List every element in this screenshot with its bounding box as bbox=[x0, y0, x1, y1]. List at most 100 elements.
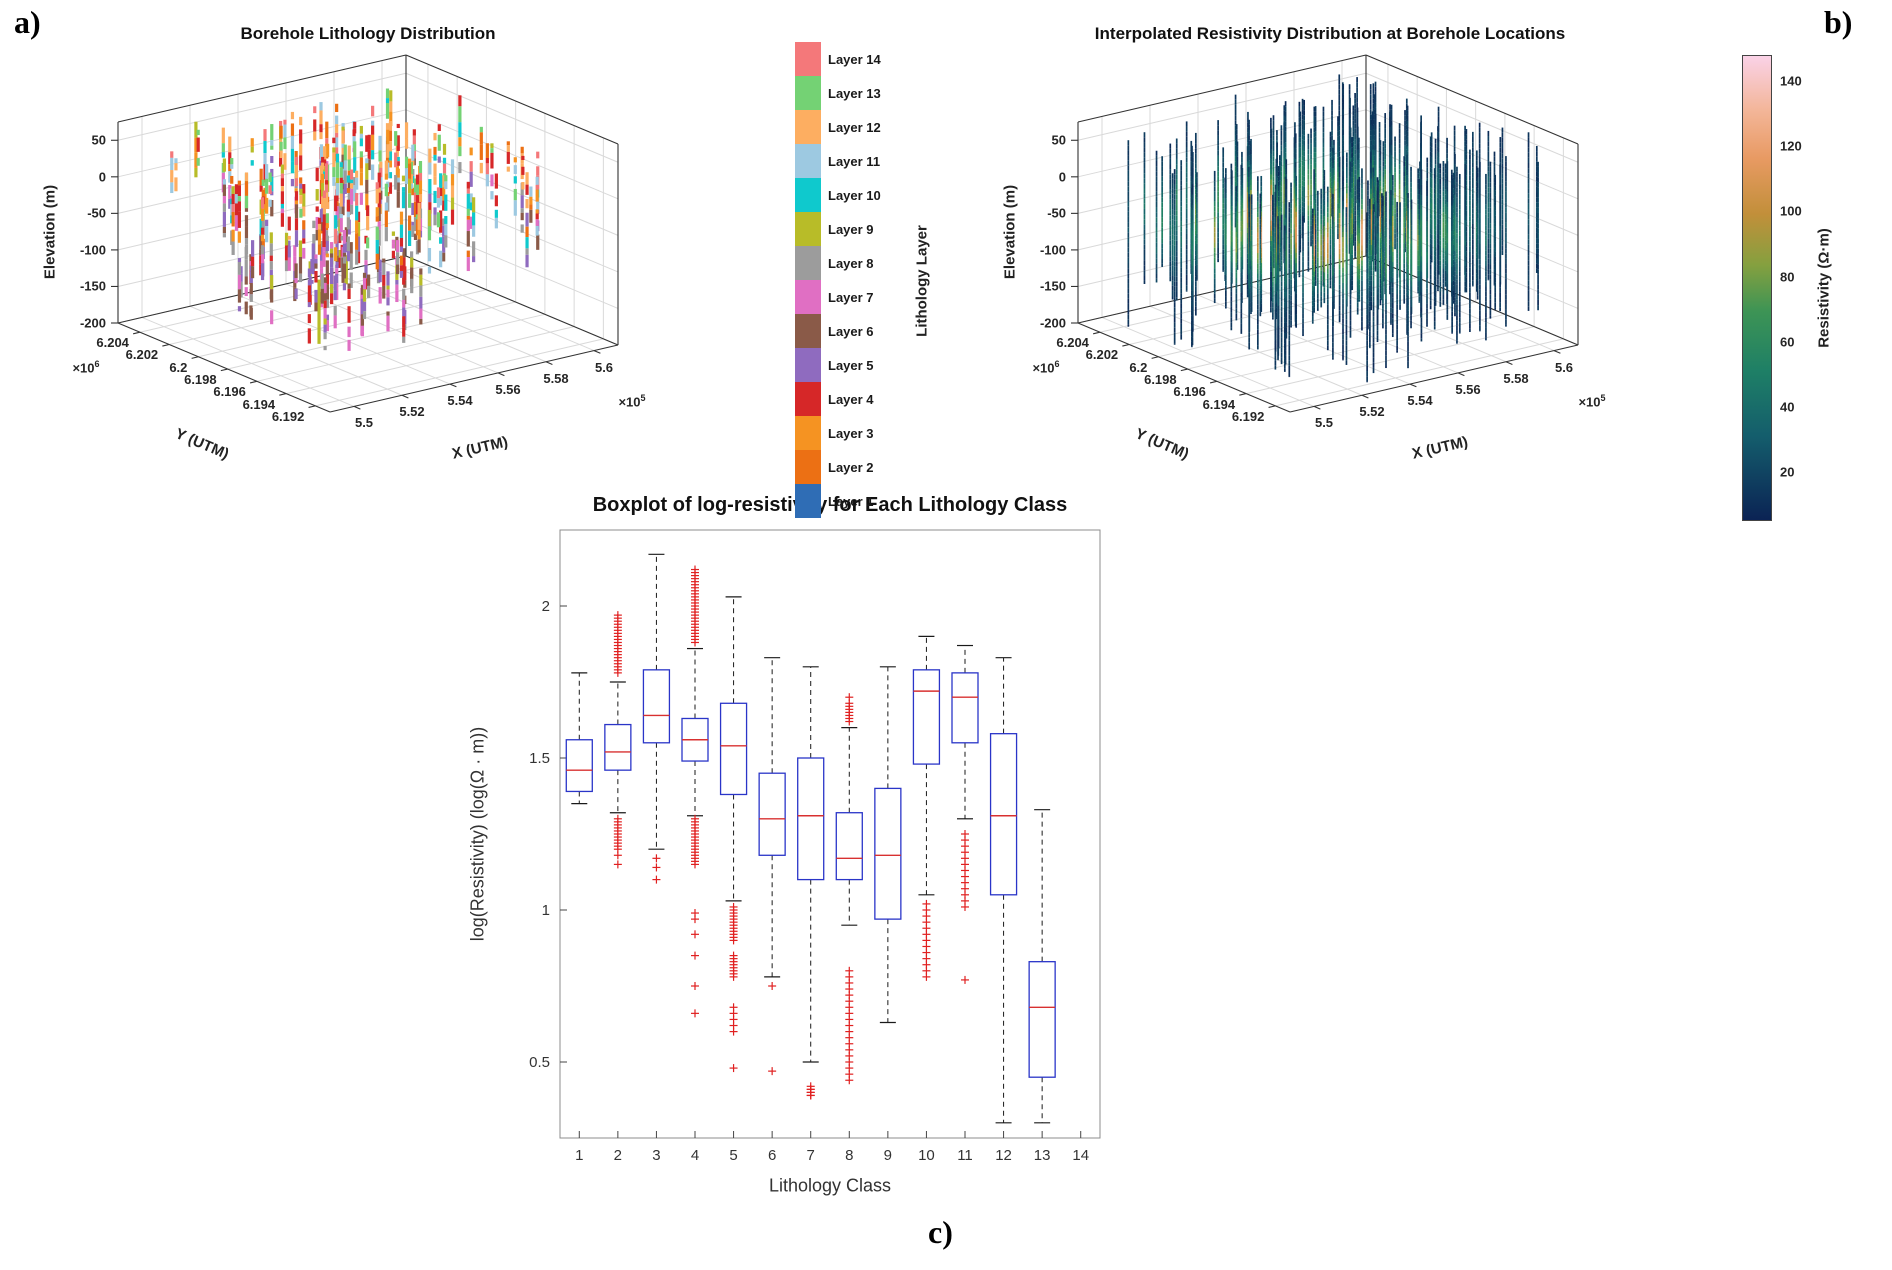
y-tick-label: 1 bbox=[542, 902, 550, 919]
legend-label: Layer 1 bbox=[828, 493, 874, 509]
panel_b-x-exponent: ×105 bbox=[1578, 393, 1606, 410]
colorbar-tick: 140 bbox=[1780, 73, 1802, 89]
legend-entry: Layer 8 bbox=[795, 246, 881, 280]
panel_a-x-tick: 5.56 bbox=[495, 381, 521, 397]
colorbar-tick: 60 bbox=[1780, 334, 1795, 350]
legend-entry: Layer 12 bbox=[795, 110, 881, 144]
legend-label: Layer 10 bbox=[828, 187, 881, 203]
x-tick-label: 8 bbox=[845, 1147, 853, 1164]
lithology-3d-plot-canvas bbox=[0, 0, 770, 580]
panel_a-y-tick: 6.198 bbox=[184, 372, 217, 388]
legend-swatch bbox=[795, 110, 821, 144]
legend-label: Layer 4 bbox=[828, 391, 874, 407]
panel_a-x-tick: 5.58 bbox=[543, 370, 569, 386]
panel-b-label: b) bbox=[1824, 4, 1853, 40]
x-tick-label: 14 bbox=[1072, 1147, 1089, 1164]
legend-entry: Layer 11 bbox=[795, 144, 881, 178]
x-tick-label: 4 bbox=[691, 1147, 699, 1164]
legend-label: Layer 7 bbox=[828, 289, 874, 305]
resistivity-colorbar-title: Resistivity (Ω·m) bbox=[1815, 228, 1833, 348]
legend-label: Layer 2 bbox=[828, 459, 874, 475]
y-tick-label: 0.5 bbox=[529, 1054, 550, 1071]
panel-c-x-axis-label: Lithology Class bbox=[768, 1175, 892, 1196]
legend-swatch bbox=[795, 314, 821, 348]
panel_b-x-tick: 5.58 bbox=[1503, 370, 1529, 386]
x-tick-label: 1 bbox=[575, 1147, 583, 1164]
iqr-box bbox=[642, 669, 671, 744]
x-tick-label: 10 bbox=[918, 1147, 935, 1164]
iqr-box bbox=[912, 669, 941, 765]
legend-entry: Layer 9 bbox=[795, 212, 881, 246]
panel_b-x-tick: 5.5 bbox=[1314, 415, 1334, 431]
iqr-box bbox=[951, 672, 979, 744]
panel_a-x-tick: 5.54 bbox=[447, 393, 473, 409]
panel_b-x-tick: 5.56 bbox=[1455, 381, 1481, 397]
iqr-box bbox=[874, 787, 902, 920]
iqr-box bbox=[1028, 961, 1056, 1078]
panel_a-z-tick: -50 bbox=[87, 205, 106, 221]
colorbar-tick: 20 bbox=[1780, 464, 1795, 480]
legend-swatch bbox=[795, 450, 821, 484]
legend-swatch bbox=[795, 416, 821, 450]
legend-swatch bbox=[795, 484, 821, 518]
x-tick-label: 5 bbox=[729, 1147, 737, 1164]
panel_a-y-tick: 6.196 bbox=[213, 384, 246, 400]
iqr-box bbox=[758, 772, 786, 856]
panel_a-z-tick: 0 bbox=[98, 169, 106, 185]
panel_a-x-tick: 5.5 bbox=[354, 415, 374, 431]
panel_b-x-tick: 5.6 bbox=[1554, 359, 1574, 375]
panel_a-z-tick: -100 bbox=[79, 242, 106, 258]
panel_b-z-tick: -100 bbox=[1039, 242, 1066, 258]
iqr-box bbox=[604, 723, 632, 771]
legend-swatch bbox=[795, 42, 821, 76]
boxplot-panel: 0.511.521 2 3 4 5 6 7 8 9 10 11 12 13 14 bbox=[529, 529, 1101, 1164]
legend-entry: Layer 13 bbox=[795, 76, 881, 110]
x-tick-label: 7 bbox=[807, 1147, 815, 1164]
legend-entry: Layer 1 bbox=[795, 484, 881, 518]
plot-frame bbox=[559, 529, 1101, 1139]
panel_a-y-tick: 6.2 bbox=[169, 359, 188, 375]
y-tick-label: 1.5 bbox=[529, 750, 550, 767]
panel_a-y-tick: 6.192 bbox=[271, 408, 305, 424]
legend-entry: Layer 5 bbox=[795, 348, 881, 382]
lithology-legend: Layer 14 Layer 13 Layer 12 Layer 11 Layer 10… bbox=[795, 42, 881, 518]
panel_b-y-tick: 6.196 bbox=[1173, 384, 1206, 400]
x-tick-label: 12 bbox=[995, 1147, 1012, 1164]
panel_a-x-exponent: ×105 bbox=[618, 393, 646, 410]
panel_a-z-tick: -150 bbox=[79, 278, 106, 294]
legend-swatch bbox=[795, 348, 821, 382]
panel_b-y-tick: 6.204 bbox=[1056, 335, 1089, 351]
panel-c-y-axis-label: log(Resistivity) (log(Ω · m)) bbox=[467, 726, 488, 942]
legend-label: Layer 6 bbox=[828, 323, 874, 339]
legend-swatch bbox=[795, 76, 821, 110]
panel_b-z-tick: 0 bbox=[1058, 169, 1066, 185]
panel_b-z-tick: -200 bbox=[1039, 315, 1066, 331]
panel_a-x-tick: 5.52 bbox=[399, 404, 425, 420]
panel_b-y-tick: 6.192 bbox=[1231, 408, 1265, 424]
legend-label: Layer 5 bbox=[828, 357, 874, 373]
iqr-box bbox=[565, 739, 593, 793]
legend-label: Layer 13 bbox=[828, 85, 881, 101]
panel_a-z-tick: 50 bbox=[91, 132, 106, 148]
legend-swatch bbox=[795, 212, 821, 246]
x-tick-label: 3 bbox=[652, 1147, 660, 1164]
panel_b-y-tick: 6.198 bbox=[1144, 372, 1177, 388]
legend-label: Layer 14 bbox=[828, 51, 881, 67]
legend-label: Layer 3 bbox=[828, 425, 874, 441]
legend-label: Layer 9 bbox=[828, 221, 874, 237]
iqr-box bbox=[989, 733, 1018, 896]
legend-label: Layer 8 bbox=[828, 255, 874, 271]
panel-a-title: Borehole Lithology Distribution bbox=[240, 24, 496, 43]
iqr-box bbox=[719, 702, 748, 796]
panel_b-z-tick: -50 bbox=[1047, 205, 1066, 221]
resistivity-colorbar bbox=[1742, 55, 1772, 521]
legend-entry: Layer 4 bbox=[795, 382, 881, 416]
panel_a-y-exponent: ×106 bbox=[72, 359, 100, 376]
panel_a-y-tick: 6.204 bbox=[96, 335, 129, 351]
x-tick-label: 11 bbox=[957, 1147, 973, 1164]
panel_a-y-tick: 6.194 bbox=[242, 396, 276, 412]
panel-b-z-axis-label: Elevation (m) bbox=[1001, 184, 1019, 280]
legend-entry: Layer 14 bbox=[795, 42, 881, 76]
panel_b-z-tick: -150 bbox=[1039, 278, 1066, 294]
